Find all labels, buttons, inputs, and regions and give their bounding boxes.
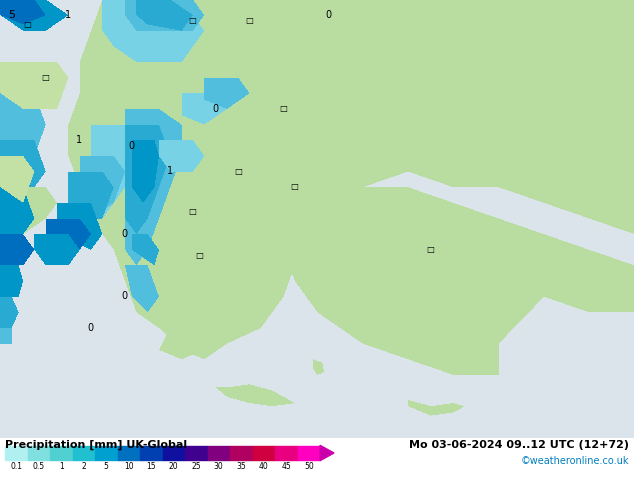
Text: Mo 03-06-2024 09..12 UTC (12+72): Mo 03-06-2024 09..12 UTC (12+72) xyxy=(409,440,629,450)
Bar xyxy=(140,446,162,460)
Bar xyxy=(185,446,207,460)
Text: 50: 50 xyxy=(304,462,314,471)
Text: 0.5: 0.5 xyxy=(33,462,45,471)
Text: 40: 40 xyxy=(259,462,269,471)
Bar xyxy=(162,446,185,460)
Bar xyxy=(5,446,27,460)
Text: 0: 0 xyxy=(128,141,134,151)
Text: 45: 45 xyxy=(281,462,291,471)
Text: □: □ xyxy=(23,20,31,28)
Text: 0: 0 xyxy=(212,103,218,114)
Text: □: □ xyxy=(290,182,298,191)
Text: 5: 5 xyxy=(104,462,108,471)
Bar xyxy=(50,446,72,460)
Text: 0: 0 xyxy=(325,10,332,20)
Text: □: □ xyxy=(234,167,242,175)
Text: □: □ xyxy=(41,73,49,82)
Text: 1: 1 xyxy=(59,462,63,471)
Text: 1: 1 xyxy=(76,135,82,145)
Text: 1: 1 xyxy=(167,166,173,176)
Text: 30: 30 xyxy=(214,462,224,471)
Text: 1: 1 xyxy=(65,10,71,20)
Text: ©weatheronline.co.uk: ©weatheronline.co.uk xyxy=(521,456,629,466)
Text: 0: 0 xyxy=(122,291,127,301)
Bar xyxy=(297,446,320,460)
Text: 0.1: 0.1 xyxy=(10,462,22,471)
Text: 25: 25 xyxy=(191,462,201,471)
Bar xyxy=(252,446,275,460)
Bar xyxy=(230,446,252,460)
Text: 0: 0 xyxy=(87,322,94,333)
Text: 5: 5 xyxy=(8,10,15,20)
Text: 0: 0 xyxy=(122,229,127,239)
Bar xyxy=(275,446,297,460)
Text: 15: 15 xyxy=(146,462,156,471)
Text: □: □ xyxy=(279,104,287,113)
Text: □: □ xyxy=(245,16,253,25)
Text: □: □ xyxy=(195,251,203,260)
Bar xyxy=(72,446,95,460)
Text: 10: 10 xyxy=(124,462,134,471)
FancyArrow shape xyxy=(320,445,334,461)
Bar xyxy=(27,446,50,460)
Text: Precipitation [mm] UK-Global: Precipitation [mm] UK-Global xyxy=(5,440,187,450)
Bar xyxy=(207,446,230,460)
Text: 2: 2 xyxy=(81,462,86,471)
Bar xyxy=(117,446,140,460)
Text: □: □ xyxy=(426,245,434,254)
Text: □: □ xyxy=(188,16,197,25)
Text: 20: 20 xyxy=(169,462,179,471)
Text: □: □ xyxy=(188,207,197,216)
Text: 35: 35 xyxy=(236,462,246,471)
Bar xyxy=(95,446,117,460)
